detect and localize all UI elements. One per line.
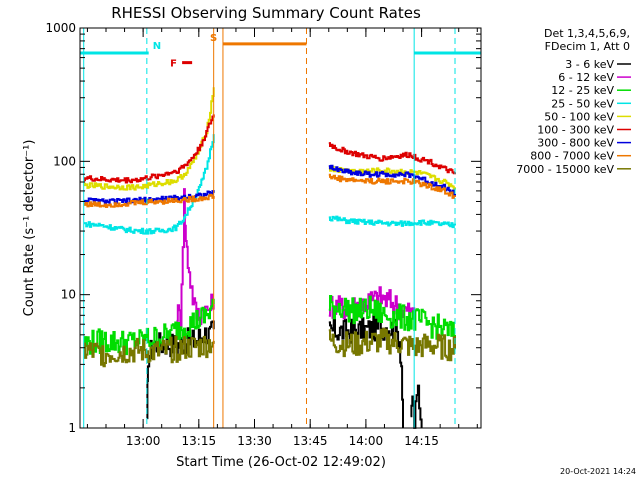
legend-label: 100 - 300 keV	[537, 124, 614, 137]
chart-title: RHESSI Observing Summary Count Rates	[111, 4, 421, 22]
y-tick-label: 1	[68, 421, 76, 435]
series-line-2-segment-0	[83, 298, 215, 356]
plot-frame	[79, 27, 482, 429]
observing-flags: NF S	[80, 28, 481, 428]
axes: 1 10 100 1000 13:00 13:15 13:30 13:45 14:00 14:15	[45, 21, 482, 448]
y-tick-label: 10	[61, 288, 76, 302]
plot-area	[83, 87, 456, 429]
series-line-8-segment-1	[328, 327, 456, 362]
legend-label: 300 - 800 keV	[537, 137, 614, 150]
series-line-5-segment-1	[328, 142, 456, 175]
legend-header-line-1: Det 1,3,4,5,6,9,	[544, 27, 630, 40]
x-tick-label: 14:00	[349, 434, 384, 448]
series-line-2-segment-1	[328, 295, 456, 343]
y-tick-label: 100	[53, 154, 76, 168]
footer-timestamp: 20-Oct-2021 14:24	[560, 467, 636, 476]
x-tick-label: 13:30	[237, 434, 272, 448]
series-line-0-segment-2	[410, 384, 423, 429]
legend-header-line-2: FDecim 1, Att 0	[545, 40, 630, 53]
y-tick-label: 1000	[45, 21, 76, 35]
flag-label-N: N	[153, 41, 161, 52]
series-line-1-segment-0	[176, 188, 215, 331]
x-tick-label: 14:15	[404, 434, 439, 448]
series-line-4-segment-0	[83, 87, 215, 191]
legend-label: 7000 - 15000 keV	[516, 163, 614, 176]
flag-label-F: F	[170, 59, 177, 70]
legend-label: 800 - 7000 keV	[530, 150, 614, 163]
legend-label: 50 - 100 keV	[544, 110, 614, 123]
series-line-5-segment-0	[83, 114, 215, 184]
series-line-8-segment-0	[83, 335, 215, 368]
x-tick-label: 13:45	[293, 434, 328, 448]
legend-label: 25 - 50 keV	[551, 97, 614, 110]
series-line-6-segment-1	[328, 164, 456, 197]
legend-label: 12 - 25 keV	[551, 84, 614, 97]
flag-label-S: S	[210, 33, 217, 44]
y-axis-label: Count Rate (s⁻¹ detector⁻¹)	[22, 140, 37, 317]
series-line-3-segment-0	[83, 134, 215, 235]
x-tick-label: 13:00	[126, 434, 161, 448]
legend-label: 3 - 6 keV	[565, 58, 614, 71]
series-line-7-segment-1	[328, 173, 456, 199]
x-axis-label: Start Time (26-Oct-02 12:49:02)	[176, 455, 386, 470]
x-tick-label: 13:15	[182, 434, 217, 448]
series-line-7-segment-0	[83, 193, 215, 208]
series-line-3-segment-1	[328, 215, 456, 229]
legend-label: 6 - 12 keV	[558, 71, 614, 84]
